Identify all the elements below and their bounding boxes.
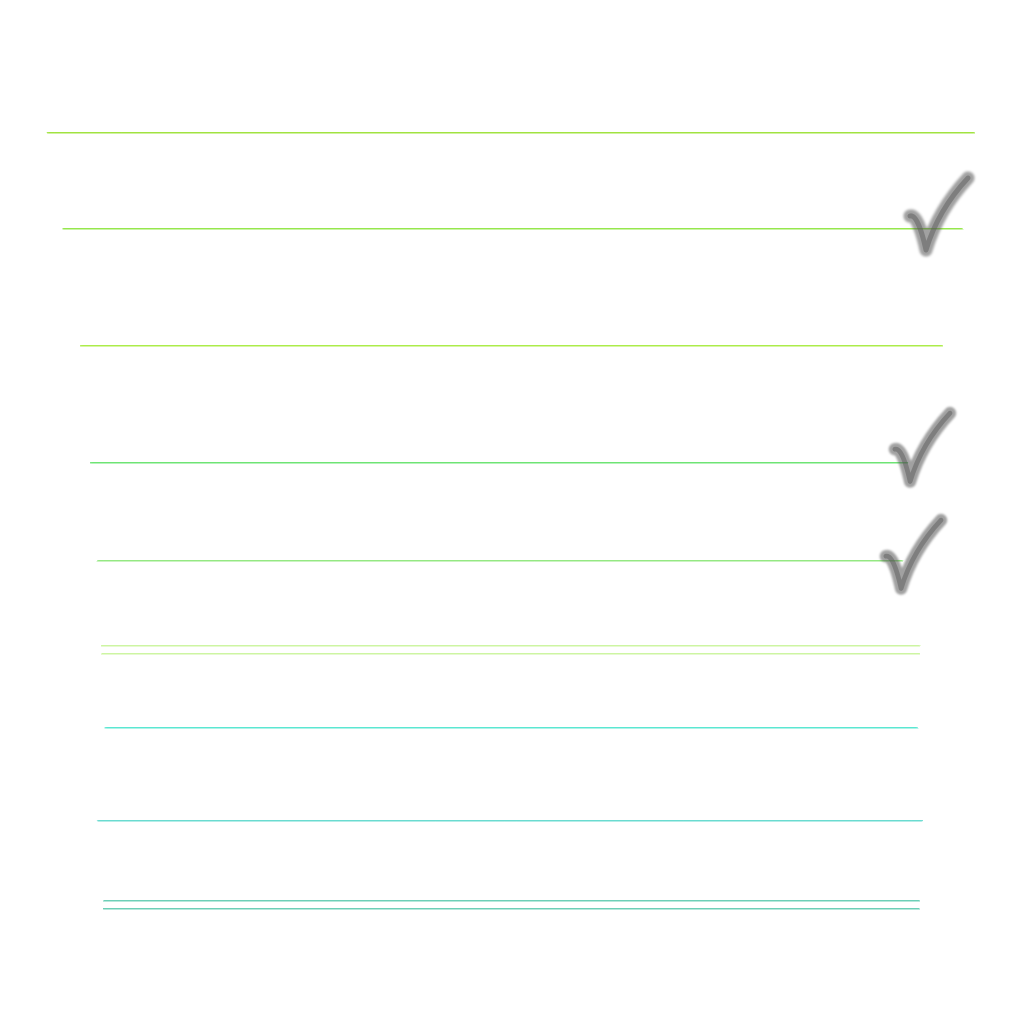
checkmark-icon <box>903 171 975 257</box>
checkmark-icon <box>888 406 957 488</box>
checks-layer <box>879 171 975 595</box>
checklist-line-9 <box>103 898 920 911</box>
checkmark-icon <box>879 513 948 595</box>
checklist-line-6 <box>101 643 920 656</box>
lines-layer <box>47 129 975 911</box>
